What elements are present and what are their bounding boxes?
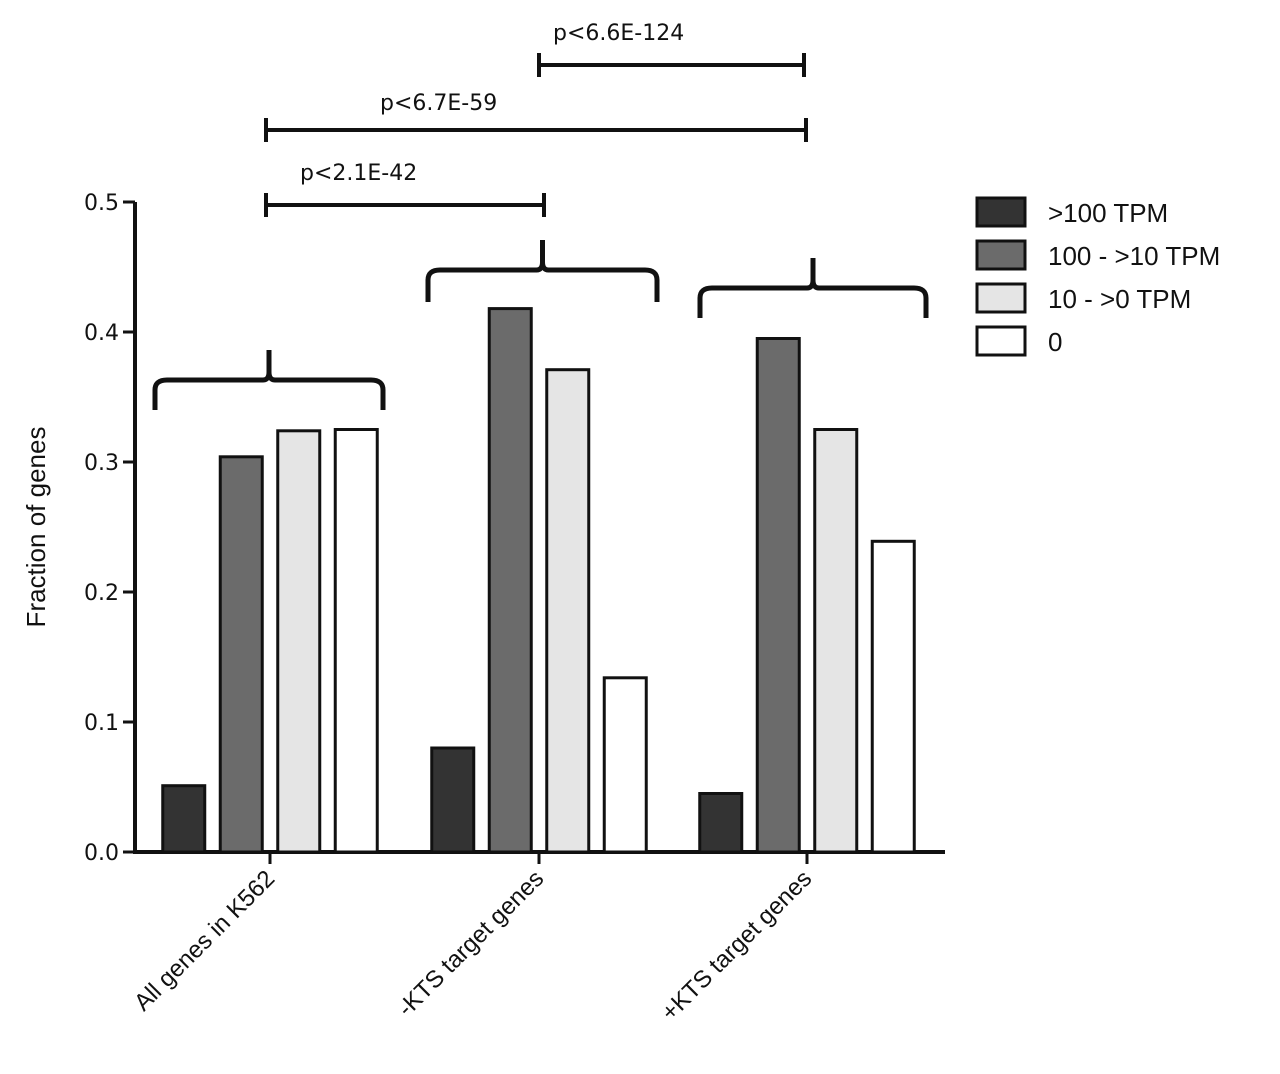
bar — [218, 455, 264, 854]
p-value-label: p<6.6E-124 — [553, 21, 684, 46]
bar — [602, 676, 648, 854]
bar — [813, 428, 859, 854]
legend-swatch — [975, 282, 1027, 314]
y-tick-label: 0.4 — [84, 321, 119, 346]
y-axis-title: Fraction of genes — [21, 427, 51, 628]
significance-annotations: p<6.6E-124 p<6.7E-59 p<2.1E-42 — [264, 21, 808, 217]
bar — [276, 429, 322, 854]
bars — [161, 307, 916, 854]
p-value-label: p<2.1E-42 — [300, 161, 417, 186]
group-bracket — [152, 350, 386, 410]
bar — [545, 368, 591, 854]
group-bracket — [697, 258, 929, 318]
legend: >100 TPM 100 - >10 TPM 10 - >0 TPM 0 — [975, 196, 1220, 357]
bar — [333, 428, 379, 854]
legend-label: 100 - >10 TPM — [1048, 241, 1220, 271]
group-bracket — [425, 240, 660, 302]
x-category-label: -KTS target genes — [392, 865, 549, 1022]
legend-label: 10 - >0 TPM — [1048, 284, 1191, 314]
group-brackets — [152, 240, 929, 410]
bar — [870, 539, 916, 854]
bar — [755, 337, 801, 854]
legend-swatch — [975, 239, 1027, 271]
y-ticks: 0.0 0.1 0.2 0.3 0.4 0.5 — [84, 191, 135, 866]
y-tick-label: 0.0 — [84, 841, 119, 866]
bar — [161, 784, 207, 854]
bar — [430, 746, 476, 854]
legend-label: >100 TPM — [1048, 198, 1168, 228]
p-value-label: p<6.7E-59 — [380, 91, 497, 116]
legend-label: 0 — [1048, 327, 1062, 357]
bar — [698, 792, 744, 854]
legend-swatch — [975, 325, 1027, 357]
y-tick-label: 0.2 — [84, 581, 119, 606]
bar — [487, 307, 533, 854]
y-tick-label: 0.3 — [84, 451, 119, 476]
x-category-label: All genes in K562 — [129, 865, 280, 1016]
x-category-label: +KTS target genes — [656, 865, 817, 1026]
legend-swatch — [975, 196, 1027, 228]
x-ticks: All genes in K562 -KTS target genes +KTS t… — [129, 852, 817, 1026]
y-tick-label: 0.1 — [84, 711, 119, 736]
y-tick-label: 0.5 — [84, 191, 119, 216]
